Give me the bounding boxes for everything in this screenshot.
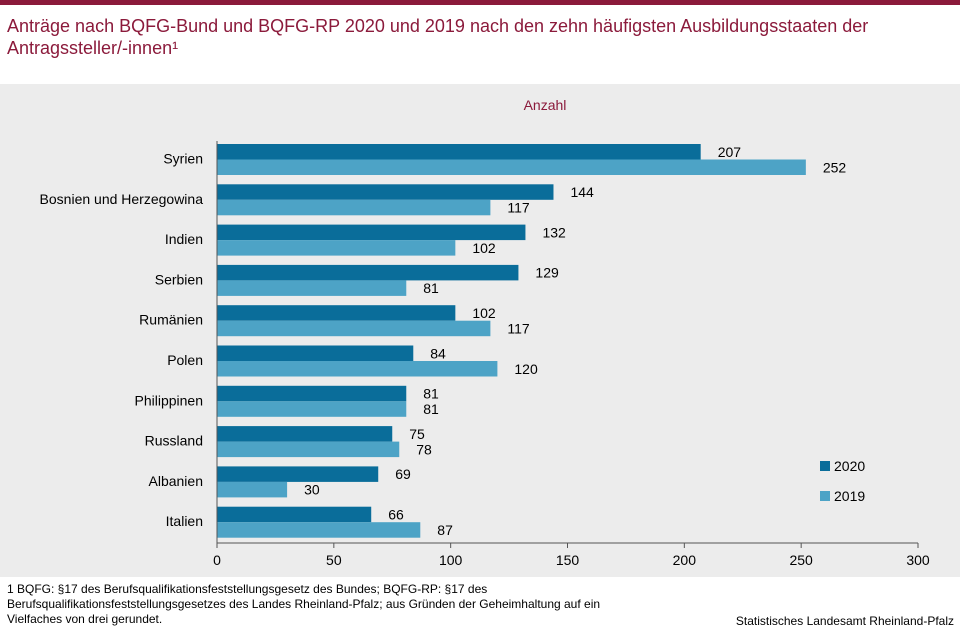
bar-2020-6 — [217, 385, 407, 402]
category-label: Russland — [145, 433, 203, 449]
data-label: 117 — [507, 320, 530, 336]
category-label: Philippinen — [135, 392, 204, 408]
data-label: 81 — [423, 401, 439, 417]
data-label: 129 — [535, 265, 559, 281]
bar-chart: Anzahl Syrien 207 252 Bosnien und Herzegowi… — [40, 97, 930, 568]
data-label: 75 — [409, 426, 425, 442]
legend: 2020 2019 — [820, 458, 865, 504]
category-label: Rumänien — [139, 312, 203, 328]
bar-2020-8 — [217, 466, 379, 482]
bar-2020-0 — [217, 144, 701, 160]
data-label: 81 — [423, 280, 439, 296]
category-label: Indien — [165, 231, 203, 247]
bar-2020-2 — [217, 224, 526, 241]
data-label: 102 — [472, 305, 496, 321]
category-label: Syrien — [163, 151, 203, 167]
data-label: 132 — [542, 224, 566, 240]
footnote: 1 BQFG: §17 des Berufsqualifikationsfest… — [7, 582, 601, 626]
unit-label: Anzahl — [524, 97, 567, 113]
bar-2020-3 — [217, 264, 519, 281]
data-label: 84 — [430, 345, 446, 361]
bar-2020-4 — [217, 305, 456, 321]
x-tick-label: 250 — [789, 552, 813, 568]
bar-2020-5 — [217, 345, 414, 361]
data-label: 66 — [388, 506, 404, 522]
bars-group: Syrien 207 252 Bosnien und Herzegowina 144 11… — [40, 144, 847, 538]
legend-swatch-2020 — [820, 461, 830, 471]
bar-2019-6 — [217, 401, 407, 417]
legend-swatch-2019 — [820, 491, 830, 501]
x-tick-label: 0 — [213, 552, 221, 568]
bar-2020-7 — [217, 426, 393, 442]
chart-panel: Anzahl Syrien 207 252 Bosnien und Herzegowi… — [0, 84, 960, 577]
data-label: 81 — [423, 386, 439, 402]
legend-label: 2020 — [834, 458, 865, 474]
x-tick-label: 150 — [556, 552, 580, 568]
top-accent-bar — [0, 0, 960, 5]
bar-2020-9 — [217, 506, 372, 523]
category-label: Albanien — [149, 473, 204, 489]
data-label: 30 — [304, 482, 320, 498]
data-label: 120 — [514, 361, 538, 377]
bar-2019-0 — [217, 159, 806, 175]
source-note: Statistisches Landesamt Rheinland-Pfalz — [735, 614, 954, 628]
bar-2019-1 — [217, 199, 491, 216]
data-label: 78 — [416, 441, 432, 457]
category-label: Italien — [166, 513, 203, 529]
bar-2019-8 — [217, 481, 288, 498]
x-tick-label: 100 — [439, 552, 463, 568]
category-label: Bosnien und Herzegowina — [40, 191, 204, 207]
data-label: 207 — [718, 144, 742, 160]
bar-2019-7 — [217, 441, 400, 458]
data-label: 69 — [395, 466, 411, 482]
x-tick-label: 300 — [906, 552, 930, 568]
bar-2019-2 — [217, 240, 456, 256]
bar-2020-1 — [217, 184, 554, 200]
bar-2019-4 — [217, 320, 491, 337]
bar-2019-9 — [217, 522, 421, 538]
page-title: Anträge nach BQFG-Bund und BQFG-RP 2020 … — [7, 16, 869, 58]
x-tick-label: 50 — [326, 552, 342, 568]
data-label: 252 — [823, 159, 847, 175]
category-label: Polen — [167, 352, 203, 368]
x-axis: 0 50 100 150 200 250 300 — [213, 141, 930, 568]
x-tick-label: 200 — [673, 552, 697, 568]
data-label: 87 — [437, 522, 453, 538]
category-label: Serbien — [155, 271, 203, 287]
data-label: 117 — [507, 200, 530, 216]
legend-label: 2019 — [834, 488, 865, 504]
data-label: 102 — [472, 240, 496, 256]
bar-2019-5 — [217, 361, 498, 377]
bar-2019-3 — [217, 280, 407, 296]
data-label: 144 — [570, 184, 594, 200]
